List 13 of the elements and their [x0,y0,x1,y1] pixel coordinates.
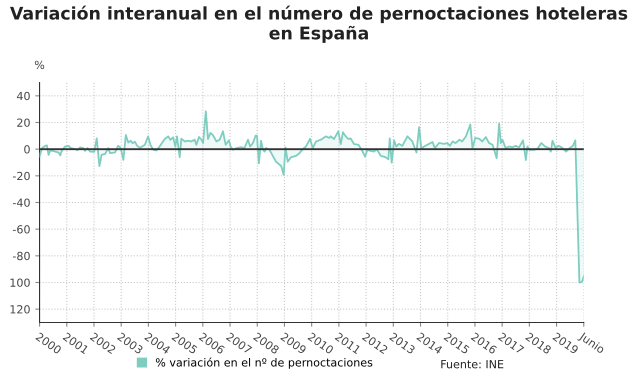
y-tick-label: 40 [16,92,30,100]
chart-title: Variación interanual en el número de pernoctaciones hoteleras en España [10,6,628,43]
y-tick-label: 100 [10,278,30,287]
y-tick-label: 0 [24,145,30,154]
y-tick-label: -20 [12,172,30,180]
y-tick-label: 20 [17,118,30,127]
y-axis-title: % [34,60,44,70]
legend-label: % variación en el nº de pernoctaciones [156,358,372,369]
source-note: Fuente: INE [441,360,504,368]
y-tick-label: -80 [12,252,30,260]
y-tick-label: 120 [10,305,30,314]
y-tick-label: -60 [12,225,30,234]
y-tick-label: -40 [12,198,30,207]
